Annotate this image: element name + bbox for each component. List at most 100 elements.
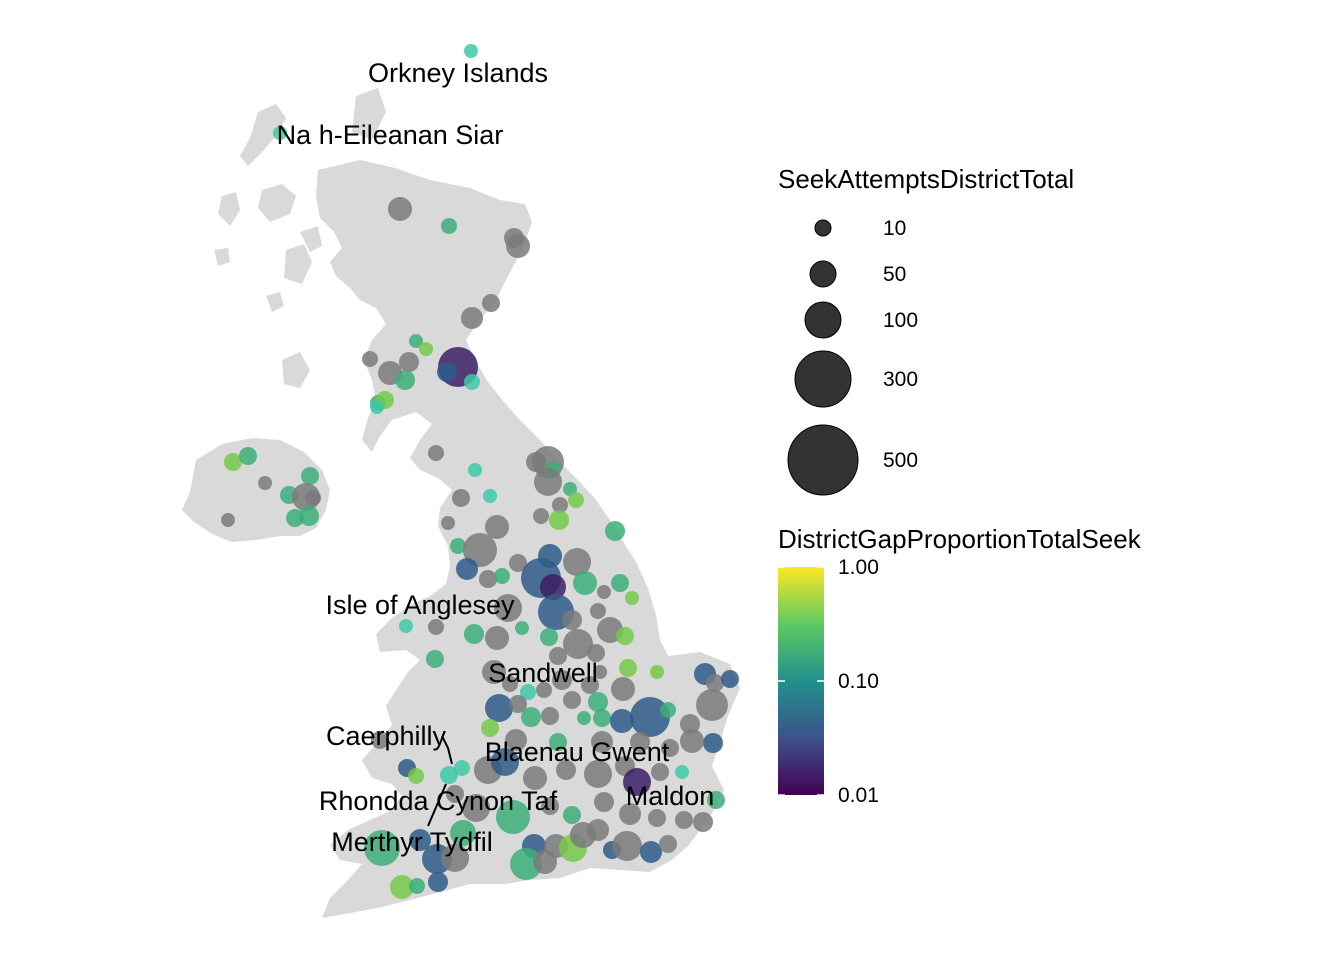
district-point bbox=[549, 510, 569, 530]
district-point bbox=[239, 447, 257, 465]
district-point bbox=[648, 809, 666, 827]
district-point bbox=[625, 591, 639, 605]
legend: SeekAttemptsDistrictTotal 1050100300500 … bbox=[778, 164, 1142, 807]
district-point bbox=[362, 351, 378, 367]
district-point bbox=[456, 558, 478, 580]
district-point bbox=[597, 585, 611, 599]
district-point bbox=[370, 400, 384, 414]
district-point bbox=[616, 627, 634, 645]
district-point bbox=[509, 695, 527, 713]
district-point bbox=[464, 374, 480, 390]
district-point bbox=[573, 571, 597, 595]
district-point bbox=[505, 729, 527, 751]
district-point bbox=[273, 126, 287, 140]
label-merthyr-tydfil: Merthyr Tydfil bbox=[331, 827, 493, 857]
district-point bbox=[533, 850, 557, 874]
district-point bbox=[556, 760, 576, 780]
district-point bbox=[485, 515, 509, 539]
district-point bbox=[526, 452, 546, 472]
label-isle-of-anglesey: Isle of Anglesey bbox=[325, 590, 515, 620]
district-point bbox=[549, 733, 567, 751]
district-point bbox=[675, 765, 689, 779]
size-legend-items: 10 50 100 300 500 bbox=[787, 217, 918, 496]
district-point bbox=[481, 719, 499, 737]
district-point bbox=[591, 731, 613, 753]
district-point bbox=[428, 872, 448, 892]
size-legend-circle bbox=[804, 301, 842, 339]
district-point bbox=[463, 533, 497, 567]
district-point bbox=[680, 729, 704, 753]
hebrides-shape bbox=[214, 184, 322, 388]
district-point bbox=[611, 574, 629, 592]
district-point bbox=[693, 812, 713, 832]
district-point bbox=[675, 811, 693, 829]
district-point bbox=[371, 731, 389, 749]
district-point bbox=[640, 841, 662, 863]
district-point bbox=[450, 538, 466, 554]
district-point bbox=[399, 619, 413, 633]
label-orkney-islands: Orkney Islands bbox=[368, 58, 548, 88]
district-point bbox=[584, 760, 612, 788]
district-point bbox=[388, 197, 412, 221]
district-points bbox=[221, 44, 739, 899]
district-point bbox=[515, 621, 529, 635]
district-point bbox=[534, 468, 562, 496]
district-point bbox=[587, 644, 605, 662]
district-point bbox=[491, 748, 519, 776]
district-point bbox=[619, 803, 641, 825]
size-legend-label: 500 bbox=[883, 449, 918, 472]
connector-merthyr-tydfil bbox=[427, 783, 447, 827]
district-point bbox=[605, 521, 625, 541]
district-point bbox=[468, 463, 482, 477]
label-connectors bbox=[427, 735, 453, 827]
district-point bbox=[552, 670, 572, 690]
district-point bbox=[521, 707, 541, 727]
district-point bbox=[428, 619, 444, 635]
district-point bbox=[224, 453, 242, 471]
district-point bbox=[390, 875, 414, 899]
district-point bbox=[593, 709, 611, 727]
district-point bbox=[426, 650, 444, 668]
size-legend-label: 50 bbox=[883, 263, 906, 286]
size-legend-label: 100 bbox=[883, 309, 918, 332]
district-point bbox=[483, 489, 497, 503]
district-point bbox=[409, 829, 431, 851]
district-point bbox=[428, 445, 444, 461]
district-point bbox=[563, 806, 581, 824]
district-point bbox=[552, 497, 568, 513]
district-point bbox=[612, 831, 642, 861]
district-point bbox=[651, 763, 669, 781]
district-point bbox=[440, 766, 458, 784]
district-point bbox=[409, 878, 425, 894]
district-point bbox=[454, 760, 470, 776]
district-point bbox=[221, 513, 235, 527]
district-point bbox=[506, 234, 530, 258]
district-point bbox=[419, 342, 433, 356]
district-point bbox=[482, 660, 506, 684]
district-point bbox=[464, 44, 478, 58]
district-point bbox=[441, 218, 457, 234]
size-legend-circle bbox=[814, 219, 832, 237]
district-point bbox=[619, 659, 637, 677]
district-point bbox=[588, 692, 608, 712]
district-point bbox=[464, 624, 484, 644]
district-point bbox=[536, 682, 552, 698]
district-point bbox=[707, 791, 725, 809]
district-point bbox=[502, 676, 518, 692]
district-point bbox=[479, 570, 497, 588]
label-caerphilly: Caerphilly bbox=[326, 721, 447, 751]
district-point bbox=[696, 689, 728, 721]
label-rhondda-cynon-taf: Rhondda Cynon Taf bbox=[319, 786, 558, 816]
district-point bbox=[594, 792, 614, 812]
district-point bbox=[587, 819, 609, 841]
size-legend-label: 10 bbox=[883, 217, 906, 240]
district-point bbox=[593, 665, 607, 679]
district-point bbox=[680, 714, 700, 734]
district-point bbox=[660, 702, 676, 718]
district-point bbox=[409, 334, 423, 348]
color-bar bbox=[778, 567, 824, 795]
district-point bbox=[496, 800, 530, 834]
size-legend-circle bbox=[787, 424, 859, 496]
district-point bbox=[661, 739, 679, 757]
